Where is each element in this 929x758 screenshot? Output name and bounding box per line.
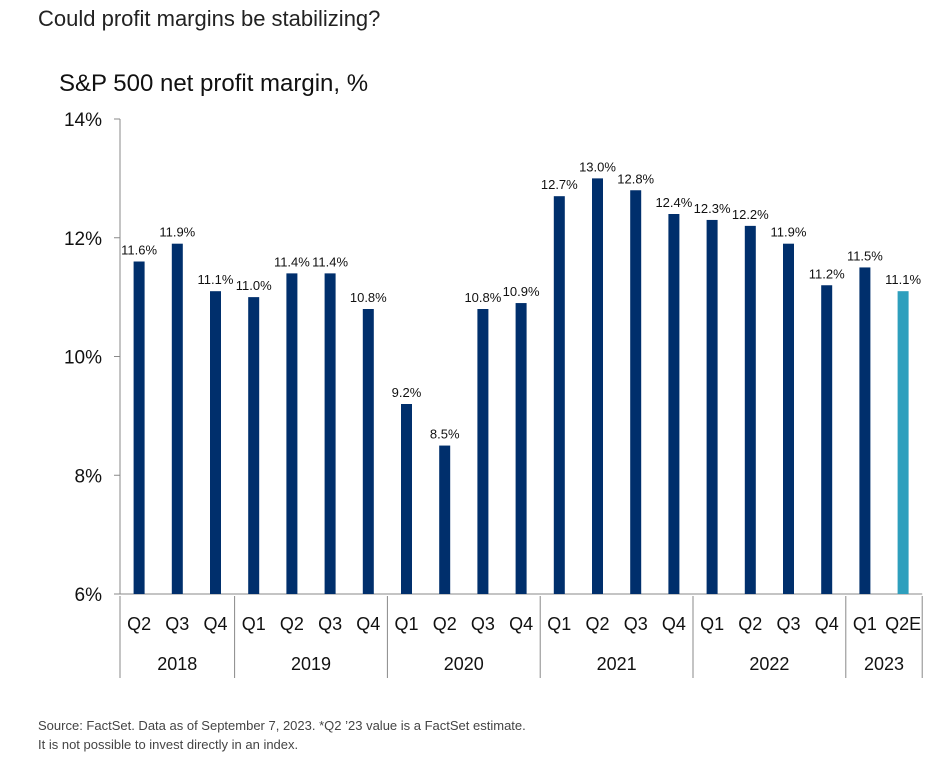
y-tick-label: 14%: [64, 110, 102, 131]
bar: [324, 273, 336, 594]
bar: [439, 445, 451, 594]
data-label: 12.8%: [617, 171, 654, 186]
x-tick-label: Q1: [394, 614, 418, 634]
bar: [897, 291, 909, 594]
data-label: 11.1%: [885, 272, 921, 287]
bar-chart: 6% 8% 10% 12% 14% 11.6% Q2 11.9% Q3 11.1% Q4 11.0% Q…: [64, 110, 923, 678]
bar: [783, 243, 794, 594]
x-tick-label: Q1: [700, 614, 724, 634]
x-tick-label: Q2: [433, 614, 457, 634]
year-label: 2018: [157, 654, 197, 674]
x-tick-label: Q1: [853, 614, 877, 634]
bar: [515, 303, 527, 594]
x-tick-label: Q3: [165, 614, 189, 634]
data-label: 12.2%: [732, 207, 769, 222]
data-label: 10.9%: [503, 284, 540, 299]
bar: [133, 261, 145, 594]
data-label: 11.9%: [159, 225, 195, 240]
bar: [362, 309, 374, 594]
x-tick-label: Q2: [738, 614, 762, 634]
y-tick-label: 8%: [75, 466, 103, 487]
data-label: 11.4%: [274, 254, 310, 269]
bar: [401, 404, 412, 594]
bar: [744, 225, 756, 594]
x-tick-label: Q1: [242, 614, 266, 634]
y-tick-label: 12%: [64, 229, 102, 250]
data-label: 12.3%: [694, 201, 731, 216]
bar: [248, 297, 260, 594]
bar: [592, 178, 603, 594]
data-label: 11.5%: [847, 248, 883, 263]
year-label: 2020: [444, 654, 484, 674]
x-tick-label: Q3: [471, 614, 495, 634]
footnote: Source: FactSet. Data as of September 7,…: [38, 716, 526, 754]
data-label: 11.0%: [236, 278, 272, 293]
x-tick-label: Q2: [127, 614, 151, 634]
x-tick-label: Q3: [776, 614, 800, 634]
data-label: 8.5%: [430, 427, 460, 442]
data-label: 11.9%: [771, 225, 807, 240]
bar: [706, 219, 718, 594]
x-tick-label: Q3: [318, 614, 342, 634]
year-label: 2023: [864, 654, 904, 674]
data-label: 10.8%: [464, 290, 501, 305]
data-label: 11.4%: [312, 254, 348, 269]
data-label: 9.2%: [392, 385, 422, 400]
data-label: 11.1%: [198, 272, 234, 287]
data-label: 11.6%: [121, 243, 157, 258]
bar: [821, 285, 833, 594]
data-label: 11.2%: [809, 266, 845, 281]
x-tick-label: Q4: [662, 614, 686, 634]
year-label: 2021: [597, 654, 637, 674]
x-tick-label: Q2: [585, 614, 609, 634]
bar: [630, 190, 642, 594]
bar: [286, 273, 298, 594]
x-tick-label: Q1: [547, 614, 571, 634]
bar: [553, 196, 565, 594]
x-tick-label: Q4: [203, 614, 227, 634]
bar: [668, 214, 680, 594]
bar: [477, 309, 489, 594]
year-label: 2019: [291, 654, 331, 674]
bar: [210, 291, 221, 594]
footnote-source: Source: FactSet. Data as of September 7,…: [38, 718, 526, 733]
x-tick-label: Q2: [280, 614, 304, 634]
x-tick-label: Q3: [624, 614, 648, 634]
y-tick-label: 6%: [75, 585, 103, 606]
chart-title: S&P 500 net profit margin, %: [59, 70, 369, 97]
x-tick-label: Q4: [509, 614, 533, 634]
x-tick-label: Q4: [356, 614, 380, 634]
data-label: 13.0%: [579, 159, 616, 174]
year-label: 2022: [749, 654, 789, 674]
y-tick-label: 10%: [64, 348, 102, 369]
bar: [171, 243, 183, 594]
x-tick-label: Q2E: [885, 614, 921, 634]
bar: [859, 267, 871, 594]
data-label: 12.4%: [655, 195, 692, 210]
data-label: 12.7%: [541, 177, 578, 192]
page-headline: Could profit margins be stabilizing?: [38, 6, 381, 31]
footnote-disclaimer: It is not possible to invest directly in…: [38, 737, 299, 752]
data-label: 10.8%: [350, 290, 387, 305]
x-tick-label: Q4: [815, 614, 839, 634]
